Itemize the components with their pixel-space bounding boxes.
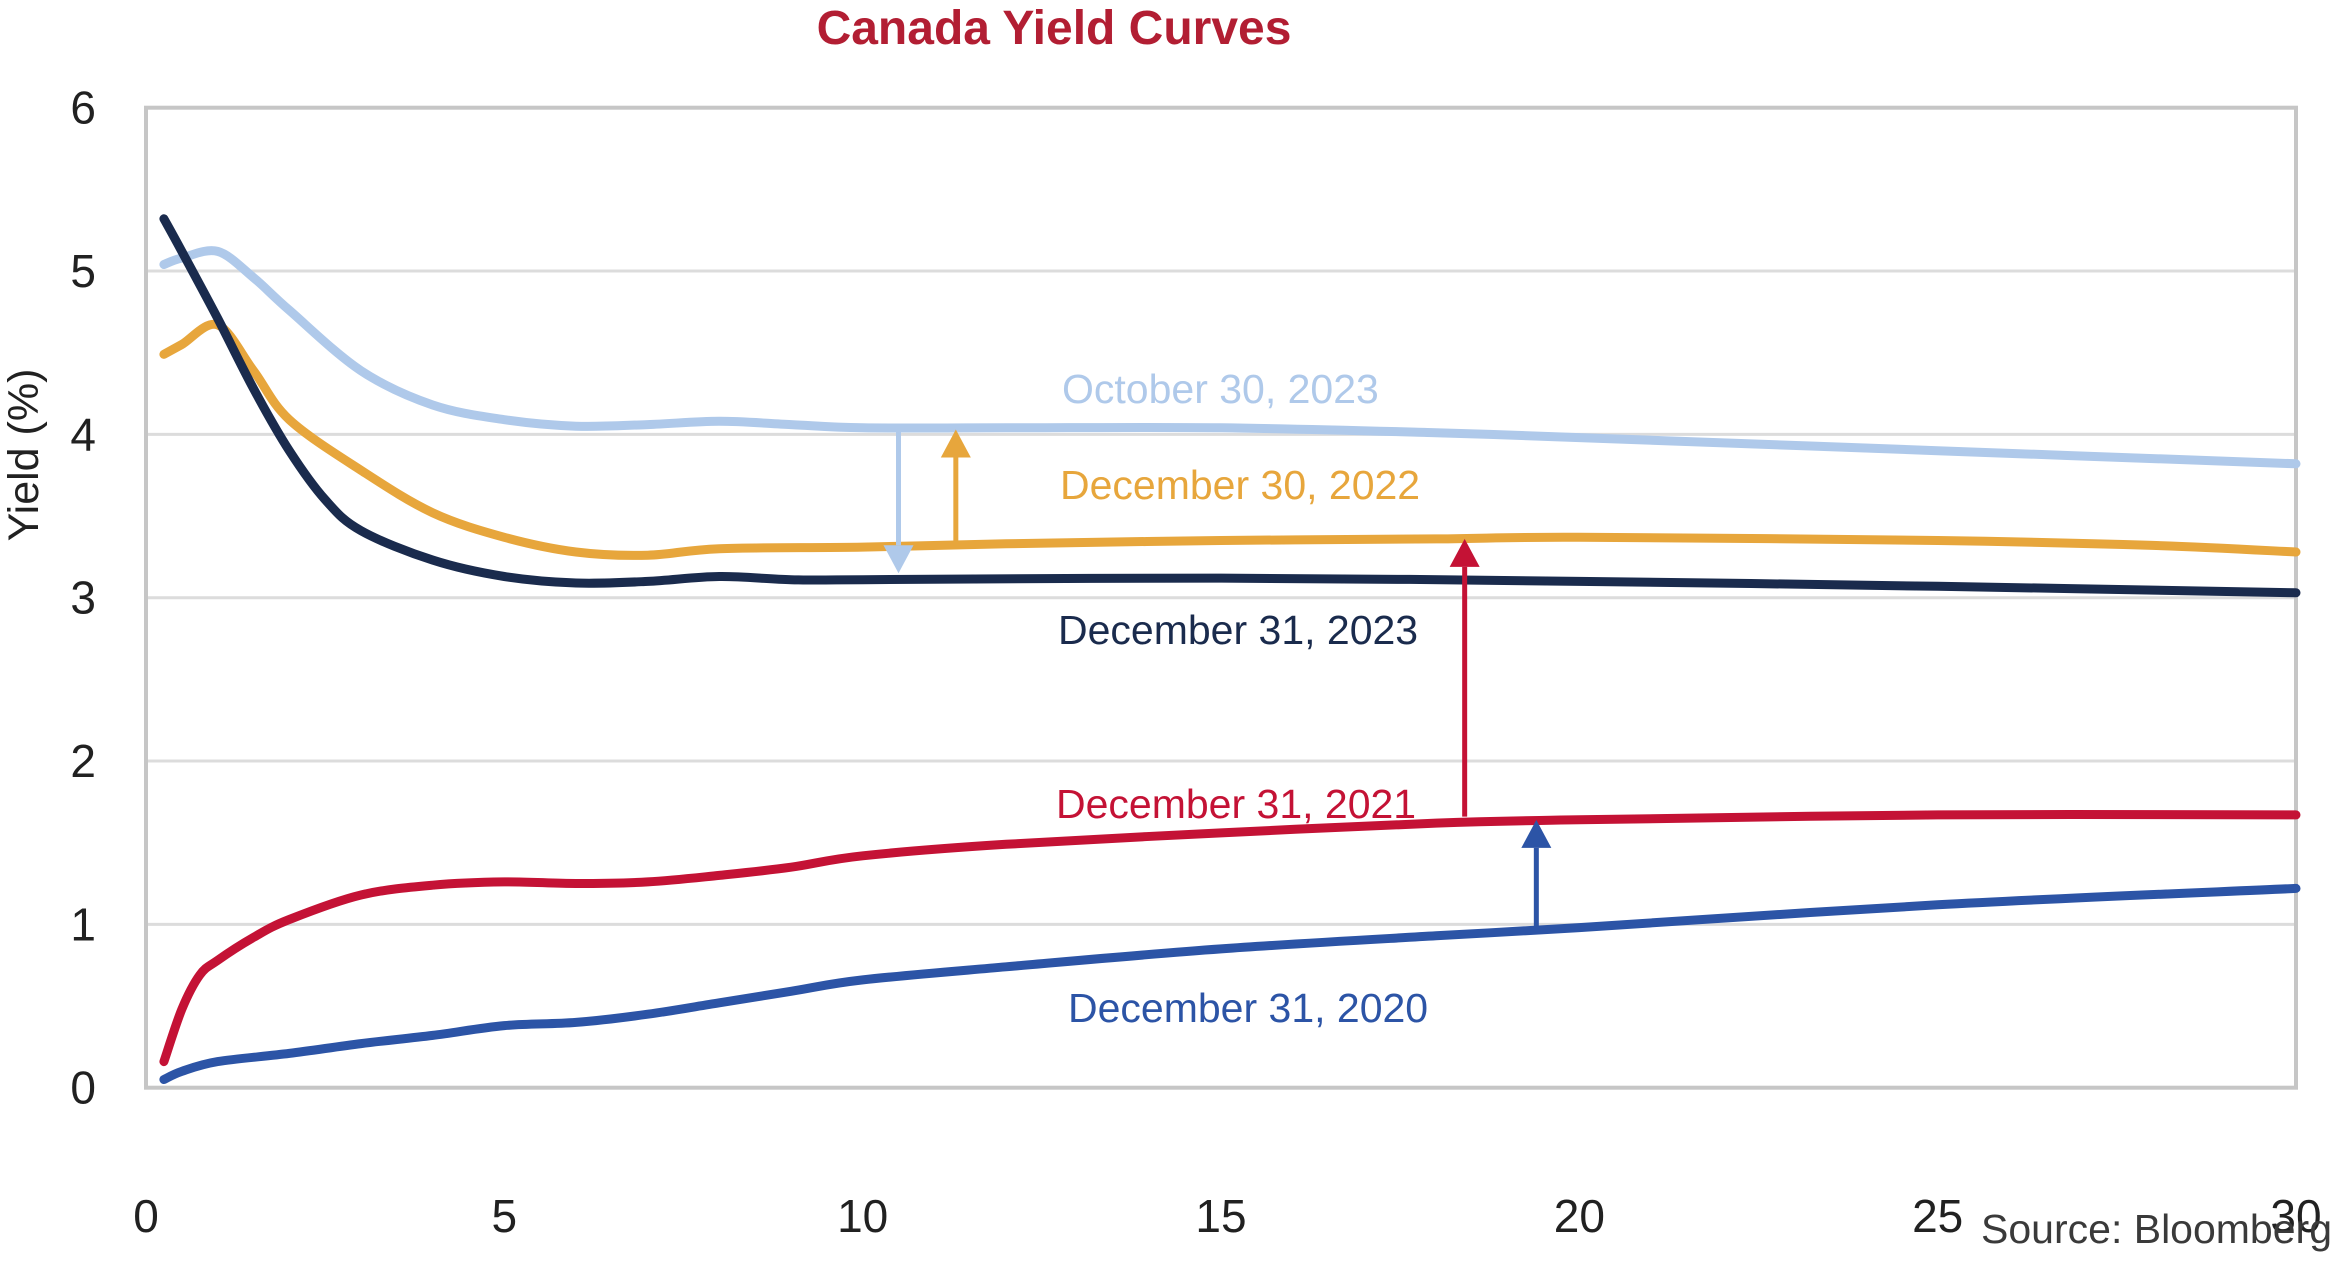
curve-december-30-2022 [159, 319, 2301, 560]
y-axis-title: Yield (%) [0, 369, 48, 542]
arrow-head [883, 545, 914, 574]
curve-october-30-2023 [159, 246, 2301, 469]
x-tick-label-25: 25 [1912, 1190, 1963, 1242]
curve-december-31-2023 [159, 214, 2301, 598]
x-tick-label-0: 0 [133, 1190, 159, 1242]
yield-curves [159, 214, 2301, 1085]
gridlines [146, 269, 2296, 926]
source-attribution: Source: Bloomberg [1981, 1206, 2332, 1252]
y-tick-label-0: 0 [70, 1062, 96, 1114]
x-tick-label-5: 5 [492, 1190, 518, 1242]
plot-border [144, 105, 2298, 1090]
x-tick-label-10: 10 [837, 1190, 888, 1242]
series-label-dec-30-2022: December 30, 2022 [1060, 462, 1420, 508]
arrow-red-up [1449, 538, 1480, 817]
arrow-orange-up [940, 429, 971, 546]
series-label-dec-31-2021: December 31, 2021 [1056, 781, 1416, 827]
series-labels: October 30, 2023 December 30, 2022 Decem… [1056, 366, 1428, 1031]
arrow-head [1449, 538, 1480, 567]
arrow-head [1521, 819, 1552, 848]
y-tick-label-2: 2 [70, 735, 96, 787]
y-tick-label-3: 3 [70, 572, 96, 624]
arrow-light_blue-down [883, 429, 914, 574]
series-label-dec-31-2023: December 31, 2023 [1058, 607, 1418, 653]
arrow-blue-up [1521, 819, 1552, 930]
x-tick-label-30: 30 [2270, 1190, 2321, 1242]
curve-december-31-2021 [159, 810, 2301, 1067]
series-label-dec-31-2020: December 31, 2020 [1068, 985, 1428, 1031]
x-tick-label-15: 15 [1195, 1190, 1246, 1242]
y-tick-label-6: 6 [70, 82, 96, 134]
y-tick-label-5: 5 [70, 245, 96, 297]
curve-december-31-2020 [159, 883, 2301, 1085]
x-axis-tick-labels: 0 5 10 15 20 25 30 [133, 1190, 2321, 1242]
y-axis-tick-labels: 0 1 2 3 4 5 6 [70, 82, 96, 1114]
y-tick-label-4: 4 [70, 408, 96, 460]
axes: 0 1 2 3 4 5 6 0 5 10 15 20 25 30 Yield (%) [0, 82, 2322, 1242]
series-label-oct-30-2023: October 30, 2023 [1062, 366, 1379, 412]
chart-title: Canada Yield Curves [817, 2, 1292, 55]
x-tick-label-20: 20 [1554, 1190, 1605, 1242]
y-tick-label-1: 1 [70, 898, 96, 950]
change-arrows [883, 429, 1552, 930]
arrow-head [940, 429, 971, 458]
